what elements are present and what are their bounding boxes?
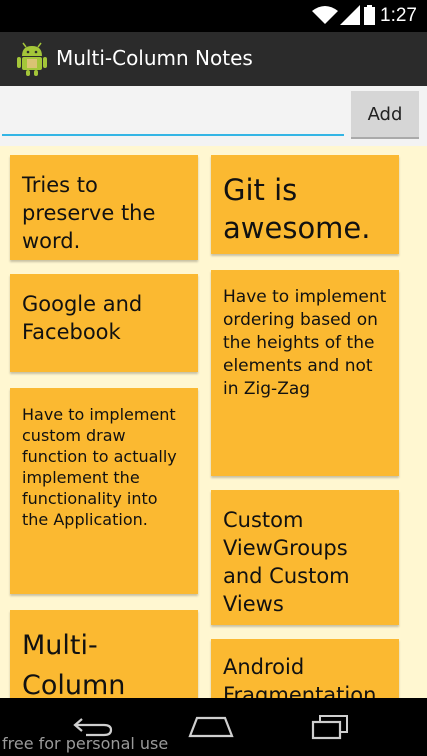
note-card[interactable]: Git is awesome. <box>211 155 399 254</box>
app-title: Multi-Column Notes <box>56 46 253 70</box>
navigation-bar <box>0 698 427 756</box>
note-input-bar: Add <box>0 86 427 146</box>
back-icon[interactable] <box>72 716 114 738</box>
note-card[interactable]: Tries to preserve the word. <box>10 155 198 260</box>
watermark: free for personal use <box>2 734 169 753</box>
note-text: Have to implement custom draw function t… <box>22 405 177 529</box>
wifi-icon <box>312 6 338 24</box>
status-time: 1:27 <box>380 5 417 26</box>
note-card[interactable]: Have to implement ordering based on the … <box>211 270 399 476</box>
note-text: Have to implement ordering based on the … <box>223 287 387 399</box>
note-text: Git is awesome. <box>223 173 371 245</box>
note-card[interactable]: Android Fragmentation <box>211 639 399 698</box>
note-card[interactable]: Custom ViewGroups and Custom Views <box>211 490 399 625</box>
recents-icon[interactable] <box>310 714 350 740</box>
note-text: Android Fragmentation <box>223 655 377 698</box>
home-icon[interactable] <box>188 715 234 739</box>
add-button[interactable]: Add <box>351 91 419 139</box>
note-text: Multi-Column <box>22 630 126 698</box>
status-bar: 1:27 <box>0 0 427 32</box>
note-text: Custom ViewGroups and Custom Views <box>223 508 350 616</box>
notes-grid: Tries to preserve the word. Google and F… <box>0 146 427 698</box>
note-text: Google and Facebook <box>22 292 143 344</box>
note-text: Tries to preserve the word. <box>22 173 156 253</box>
action-bar: Multi-Column Notes <box>0 32 427 86</box>
note-card[interactable]: Have to implement custom draw function t… <box>10 388 198 594</box>
note-card[interactable]: Multi-Column <box>10 610 198 698</box>
note-card[interactable]: Google and Facebook <box>10 274 198 372</box>
note-input[interactable] <box>2 94 344 136</box>
android-icon[interactable] <box>16 42 48 76</box>
signal-icon <box>340 5 360 25</box>
battery-icon <box>364 5 375 25</box>
